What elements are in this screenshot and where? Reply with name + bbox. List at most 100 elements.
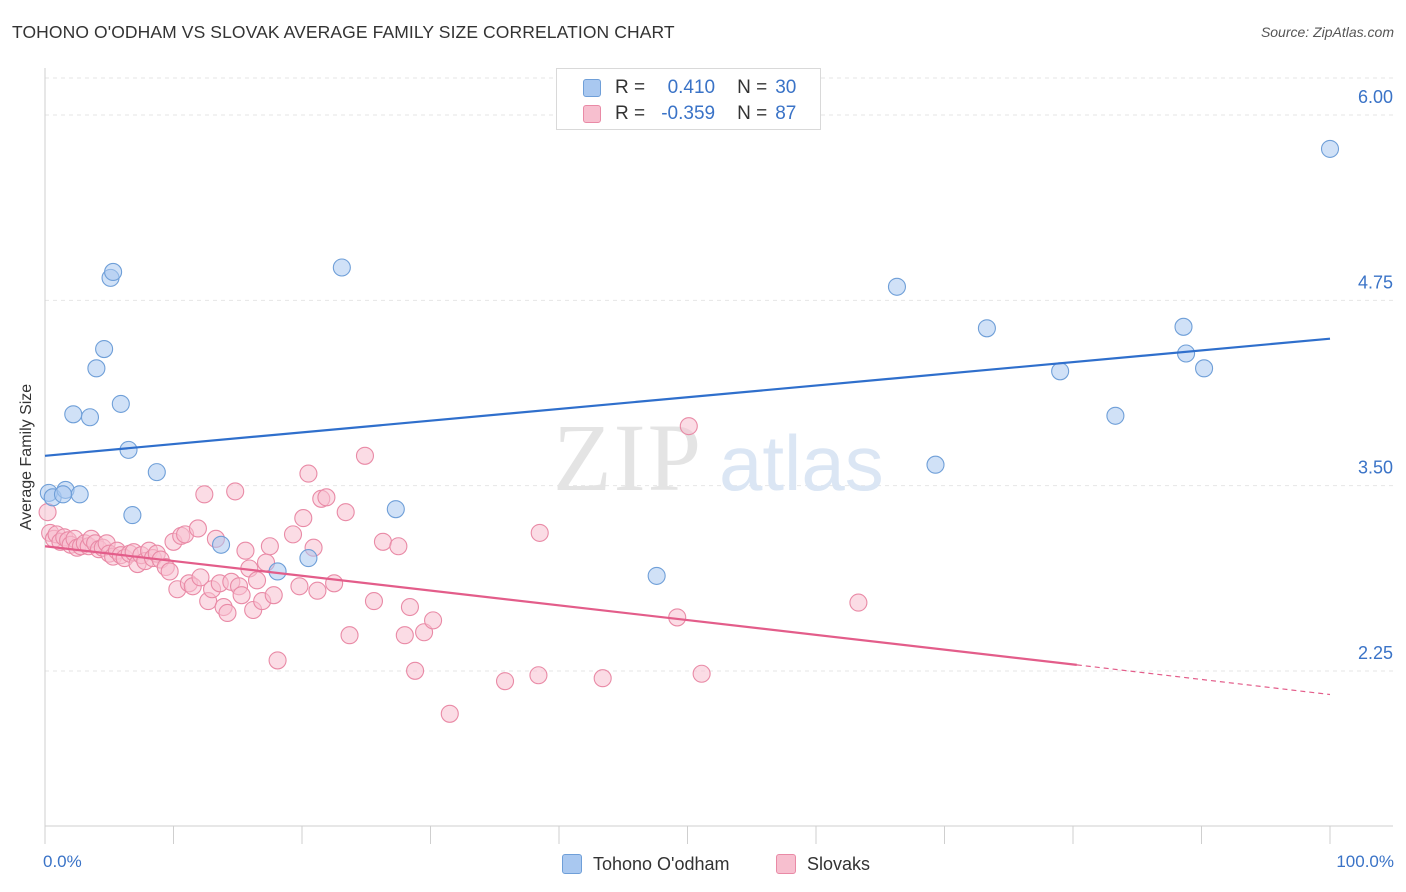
y-tick-label: 2.25 [1358, 643, 1393, 663]
slovak-point [283, 525, 303, 544]
slovak-point [160, 562, 179, 581]
slovak-point [336, 503, 355, 522]
slovak-point [232, 586, 251, 605]
slovak-point [218, 603, 237, 623]
tohono-point [80, 408, 100, 427]
tohono-point [647, 566, 666, 585]
tohono-point [1174, 317, 1193, 336]
watermark: ZIP atlas [553, 404, 884, 511]
x-tick-min: 0.0% [43, 852, 82, 871]
trend-lines [44, 337, 1331, 696]
n-value: 30 [775, 77, 797, 98]
slovak-point [373, 532, 393, 551]
tohono-points [39, 139, 1340, 585]
tohono-point [1106, 406, 1125, 425]
x-tick-max: 100.0% [1336, 852, 1394, 871]
slovak-point [495, 672, 515, 691]
n-value: 87 [775, 103, 797, 124]
grid-lines [45, 77, 1393, 672]
slovak-point [268, 651, 287, 670]
watermark-zip: ZIP [553, 404, 703, 511]
slovak-point [340, 626, 359, 645]
y-tick-label: 3.50 [1358, 458, 1393, 478]
r-label: R = [615, 77, 646, 98]
tohono-point [332, 258, 351, 277]
tohono-point [926, 455, 945, 474]
slovak-point [406, 661, 425, 680]
tohono-trend-line [44, 337, 1331, 457]
tohono-point [95, 340, 114, 359]
tohono-point [104, 262, 123, 282]
tohono-point [1177, 344, 1196, 363]
slovak-point [692, 664, 711, 683]
slovak-trend-extension [1076, 664, 1331, 696]
legend-swatch-tohono [562, 854, 582, 874]
legend-item-slovak[interactable]: Slovaks [776, 851, 870, 877]
stats-box: R = 0.410 N = 30 R = -0.359 N = 87 [556, 68, 821, 130]
chart-source: Source: ZipAtlas.com [1260, 24, 1394, 40]
slovak-point [849, 593, 868, 612]
slovak-point [236, 541, 255, 560]
slovak-point [364, 592, 384, 611]
slovak-point [355, 446, 375, 465]
n-label: N = [737, 77, 768, 98]
stats-row-tohono: R = 0.410 N = 30 [557, 76, 796, 100]
slovak-point [260, 537, 279, 556]
tohono-point [386, 500, 405, 519]
n-label: N = [737, 103, 768, 124]
tohono-point [87, 359, 106, 378]
tohono-point [119, 440, 138, 459]
slovak-point [389, 537, 408, 556]
legend-label-slovak: Slovaks [807, 853, 871, 874]
tohono-point [147, 463, 166, 482]
slovak-trend-line [44, 545, 1077, 666]
slovak-point [294, 509, 313, 528]
tohono-point [299, 549, 318, 568]
legend-label-tohono: Tohono O'odham [593, 853, 730, 874]
axes [44, 68, 1393, 844]
r-label: R = [615, 103, 646, 124]
slovak-point [308, 581, 327, 600]
slovak-swatch [583, 105, 601, 123]
slovak-point [593, 669, 612, 688]
legend-item-tohono[interactable]: Tohono O'odham [562, 851, 730, 877]
y-axis-label: Average Family Size [18, 383, 35, 531]
slovak-point [424, 611, 443, 630]
tohono-point [123, 506, 142, 525]
slovak-point [325, 574, 344, 593]
tohono-point [977, 319, 996, 338]
slovak-point [188, 519, 207, 538]
slovak-point [395, 626, 414, 645]
slovak-point [317, 488, 336, 507]
tohono-point [1051, 362, 1070, 381]
slovak-point [195, 485, 214, 504]
tohono-point [64, 405, 83, 424]
y-tick-label: 6.00 [1358, 87, 1393, 107]
tohono-point [111, 394, 130, 413]
slovak-point [290, 577, 309, 596]
slovak-point [299, 464, 318, 483]
y-tick-labels: 2.25 3.50 4.75 6.00 [1358, 87, 1393, 663]
tohono-point [53, 485, 73, 504]
slovak-point [400, 597, 419, 617]
slovak-point [264, 586, 283, 605]
slovak-point [247, 571, 267, 590]
slovak-point [226, 482, 245, 501]
slovak-point [529, 666, 548, 685]
tohono-point [1195, 359, 1214, 378]
tohono-swatch [583, 79, 601, 97]
r-value: 0.410 [667, 77, 716, 98]
y-tick-label: 4.75 [1358, 272, 1393, 292]
slovak-point [530, 523, 549, 542]
tohono-point [1320, 139, 1340, 158]
chart-title: TOHONO O'ODHAM VS SLOVAK AVERAGE FAMILY … [12, 22, 675, 42]
legend-swatch-slovak [776, 854, 796, 874]
slovak-point [440, 704, 459, 723]
tohono-point [887, 277, 907, 296]
stats-row-slovak: R = -0.359 N = 87 [557, 102, 796, 126]
slovak-point [191, 568, 210, 587]
tohono-point [211, 535, 231, 554]
slovak-point [679, 417, 698, 436]
tohono-point [70, 485, 89, 504]
